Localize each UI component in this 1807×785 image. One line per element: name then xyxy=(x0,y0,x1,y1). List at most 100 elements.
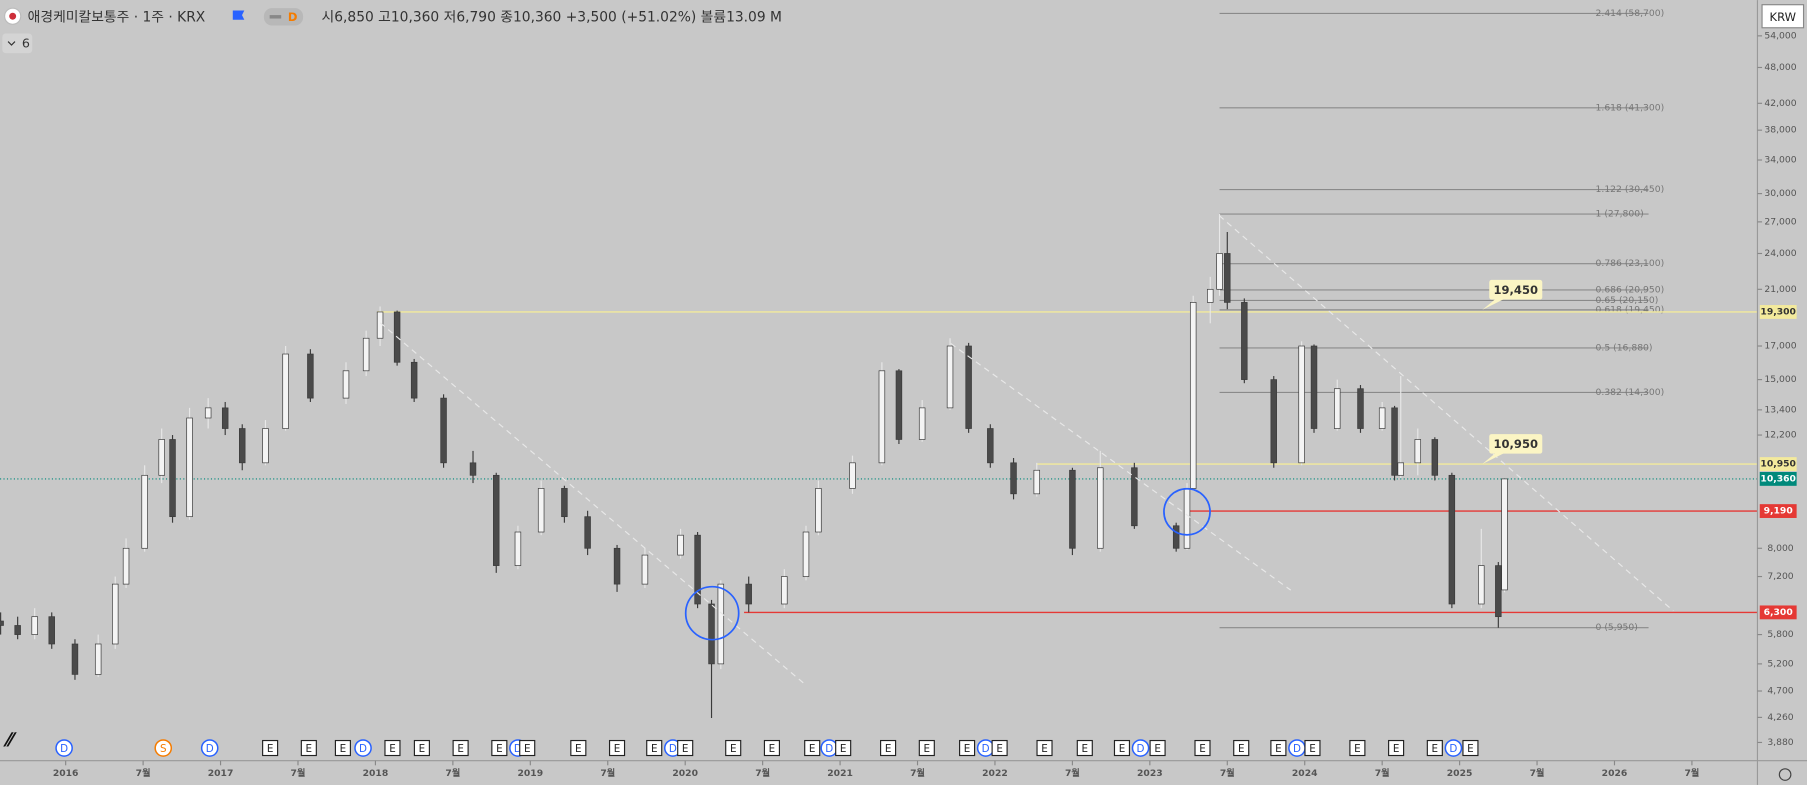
event-label: E xyxy=(496,743,503,755)
x-tick-label: 7월 xyxy=(1220,767,1235,779)
last-price-bg xyxy=(1759,471,1797,486)
indicator-toggle[interactable] xyxy=(2,33,33,54)
y-tick-label: 3,880 xyxy=(1767,737,1793,748)
price-label-bg xyxy=(1759,605,1797,620)
event-marker xyxy=(262,739,279,757)
candle-body xyxy=(584,516,591,549)
y-tick-label: 54,000 xyxy=(1764,30,1796,41)
currency-box[interactable] xyxy=(1761,4,1805,29)
x-tick-label: 2026 xyxy=(1602,768,1628,779)
candle-body xyxy=(282,353,289,429)
candle-body xyxy=(849,462,856,489)
price-label: 9,190 xyxy=(1764,506,1793,517)
highlight-circle xyxy=(1163,487,1211,536)
event-label: E xyxy=(1119,743,1126,755)
event-label: E xyxy=(885,743,892,755)
event-marker xyxy=(959,739,976,757)
event-marker xyxy=(300,739,317,757)
x-tick-label: 7월 xyxy=(291,767,306,779)
callout-box xyxy=(1489,434,1543,454)
candle-body xyxy=(239,428,246,464)
event-marker xyxy=(1349,739,1366,757)
candle-body xyxy=(815,488,822,533)
ohlc-label: 저 xyxy=(444,9,457,25)
event-label: E xyxy=(524,743,531,755)
candle-body xyxy=(708,603,715,665)
event-label: E xyxy=(1393,743,1400,755)
x-tick-label: 2024 xyxy=(1292,768,1318,779)
candle-body xyxy=(362,337,370,372)
candle-body xyxy=(221,407,229,429)
trend-line xyxy=(1218,215,1674,612)
event-label: D xyxy=(359,743,367,755)
candle-body xyxy=(1431,439,1439,476)
candle-body xyxy=(1357,388,1364,429)
callout-label: 19,450 xyxy=(1494,283,1538,297)
candle-body xyxy=(186,417,193,518)
x-tick-label: 2021 xyxy=(827,768,853,779)
candle-body xyxy=(537,488,545,533)
candle-body xyxy=(641,554,649,585)
candle-body xyxy=(745,583,752,605)
candle-body xyxy=(31,616,38,635)
x-tick-label: 7월 xyxy=(755,767,770,779)
symbol-name[interactable]: 애경케미칼보통주 · 1주 · KRX xyxy=(28,9,206,25)
candle-body xyxy=(1495,565,1502,618)
event-label: E xyxy=(730,743,737,755)
badge-pill[interactable] xyxy=(263,8,304,26)
candle-body xyxy=(0,620,4,626)
candle-body xyxy=(94,643,102,675)
y-tick-label: 48,000 xyxy=(1764,62,1796,73)
event-label: E xyxy=(1354,743,1361,755)
flag-marker[interactable] xyxy=(232,10,245,20)
event-label: E xyxy=(1199,743,1206,755)
y-tick-label: 34,000 xyxy=(1764,155,1796,166)
event-marker xyxy=(880,739,897,757)
event-label: E xyxy=(1309,743,1316,755)
settings-icon[interactable] xyxy=(1778,768,1792,781)
y-tick-label: 5,800 xyxy=(1767,629,1793,640)
ohlc-label: 고 xyxy=(378,9,391,25)
event-label: E xyxy=(996,743,1003,755)
event-label: D xyxy=(60,743,68,755)
event-marker xyxy=(835,739,852,757)
candle-body xyxy=(169,439,176,518)
candle-body xyxy=(122,547,130,585)
candle-body xyxy=(1010,462,1017,495)
event-label: D xyxy=(1449,743,1457,755)
ohlc-label: 시 xyxy=(322,9,335,25)
event-marker xyxy=(1131,739,1150,757)
event-marker xyxy=(55,739,73,757)
event-marker xyxy=(1194,739,1211,757)
candle-body xyxy=(1310,345,1318,429)
y-tick-label: 42,000 xyxy=(1764,98,1796,109)
event-label: D xyxy=(206,743,214,755)
candle-body xyxy=(1207,288,1214,303)
candle-body xyxy=(493,474,500,566)
x-tick-label: 7월 xyxy=(445,767,460,779)
event-label: E xyxy=(1238,743,1245,755)
candle-body xyxy=(376,311,384,339)
event-marker xyxy=(354,739,372,757)
event-label: E xyxy=(267,743,274,755)
event-label: D xyxy=(825,743,833,755)
fib-label: 2.414 (58,700) xyxy=(1596,8,1665,19)
event-label: E xyxy=(1275,743,1282,755)
fib-label: 0.382 (14,300) xyxy=(1596,387,1665,398)
event-marker xyxy=(452,739,469,757)
y-tick-label: 30,000 xyxy=(1764,188,1796,199)
candle-body xyxy=(204,407,212,419)
event-label: E xyxy=(1082,743,1089,755)
event-marker xyxy=(1036,739,1053,757)
event-label: E xyxy=(419,743,426,755)
fib-label: 0 (5,950) xyxy=(1596,622,1638,633)
y-tick-label: 38,000 xyxy=(1764,125,1796,136)
last-price-label: 10,360 xyxy=(1760,473,1796,484)
event-marker xyxy=(1113,739,1131,757)
price-label-bg xyxy=(1759,305,1797,319)
candle-body xyxy=(440,397,447,464)
ohlc-value: 6,850 xyxy=(334,9,374,25)
event-label: E xyxy=(809,743,816,755)
candle-body xyxy=(1069,469,1076,549)
candle-body xyxy=(71,643,79,675)
